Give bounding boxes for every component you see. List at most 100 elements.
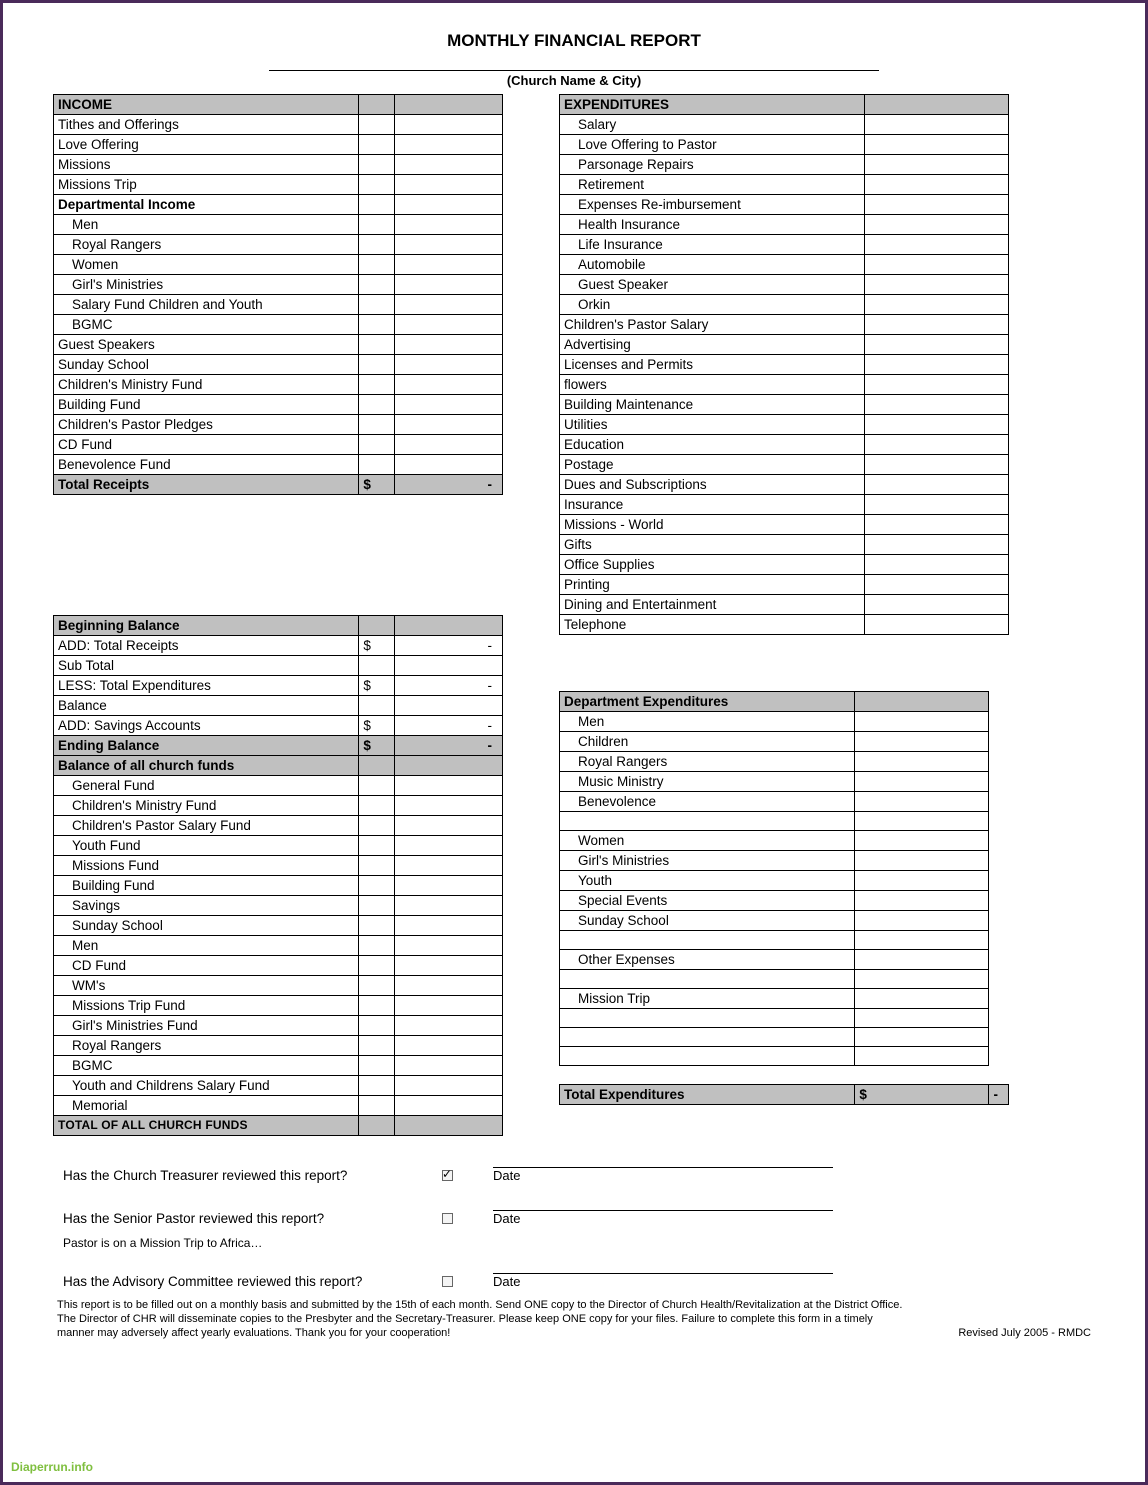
income-row-val[interactable]	[359, 295, 395, 315]
income-row-val2[interactable]	[395, 375, 503, 395]
exp-row-val[interactable]	[865, 395, 1009, 415]
exp-row-val[interactable]	[865, 455, 1009, 475]
income-row-val[interactable]	[359, 315, 395, 335]
exp-row-val[interactable]	[865, 215, 1009, 235]
dept-row-val[interactable]	[855, 1028, 989, 1047]
fund-row-val[interactable]	[359, 896, 395, 916]
exp-row-val[interactable]	[865, 535, 1009, 555]
income-row-val2[interactable]	[395, 435, 503, 455]
dept-row-val[interactable]	[855, 1047, 989, 1066]
fund-row-val[interactable]	[359, 1016, 395, 1036]
dept-row-val[interactable]	[855, 712, 989, 732]
fund-row-val2[interactable]	[395, 956, 503, 976]
fund-row-val[interactable]	[359, 796, 395, 816]
fund-row-val2[interactable]	[395, 836, 503, 856]
income-row-val[interactable]	[359, 135, 395, 155]
fund-row-val2[interactable]	[395, 876, 503, 896]
income-row-val[interactable]	[359, 415, 395, 435]
income-row-val2[interactable]	[395, 335, 503, 355]
fund-row-val2[interactable]	[395, 976, 503, 996]
dept-row-val[interactable]	[855, 772, 989, 792]
fund-row-val[interactable]	[359, 916, 395, 936]
income-row-val[interactable]	[359, 435, 395, 455]
income-row-val2[interactable]	[395, 115, 503, 135]
dept-row-val[interactable]	[855, 851, 989, 871]
exp-row-val[interactable]	[865, 575, 1009, 595]
income-row-val[interactable]	[359, 395, 395, 415]
fund-row-val2[interactable]	[395, 796, 503, 816]
income-row-val[interactable]	[359, 235, 395, 255]
dept-row-val[interactable]	[855, 752, 989, 772]
fund-row-val2[interactable]	[395, 1056, 503, 1076]
income-row-val[interactable]	[359, 215, 395, 235]
fund-row-val[interactable]	[359, 856, 395, 876]
fund-row-val[interactable]	[359, 876, 395, 896]
income-row-val[interactable]	[359, 175, 395, 195]
income-row-val2[interactable]	[395, 395, 503, 415]
exp-row-val[interactable]	[865, 135, 1009, 155]
income-row-val2[interactable]	[395, 175, 503, 195]
dept-row-val[interactable]	[855, 950, 989, 970]
exp-row-val[interactable]	[865, 595, 1009, 615]
income-row-val2[interactable]	[395, 315, 503, 335]
income-row-val[interactable]	[359, 455, 395, 475]
exp-row-val[interactable]	[865, 615, 1009, 635]
fund-row-val2[interactable]	[395, 936, 503, 956]
dept-row-val[interactable]	[855, 792, 989, 812]
exp-row-val[interactable]	[865, 175, 1009, 195]
fund-row-val2[interactable]	[395, 816, 503, 836]
exp-row-val[interactable]	[865, 275, 1009, 295]
exp-row-val[interactable]	[865, 195, 1009, 215]
fund-row-val[interactable]	[359, 1036, 395, 1056]
dept-row-val[interactable]	[855, 831, 989, 851]
dept-row-val[interactable]	[855, 911, 989, 931]
checkbox-treasurer[interactable]	[442, 1170, 453, 1181]
fund-row-val2[interactable]	[395, 1096, 503, 1116]
income-row-val[interactable]	[359, 275, 395, 295]
income-row-val2[interactable]	[395, 135, 503, 155]
fund-row-val2[interactable]	[395, 1036, 503, 1056]
fund-row-val[interactable]	[359, 976, 395, 996]
fund-row-val2[interactable]	[395, 1016, 503, 1036]
exp-row-val[interactable]	[865, 235, 1009, 255]
fund-row-val[interactable]	[359, 936, 395, 956]
exp-row-val[interactable]	[865, 295, 1009, 315]
income-row-val2[interactable]	[395, 215, 503, 235]
fund-row-val2[interactable]	[395, 776, 503, 796]
income-row-val[interactable]	[359, 115, 395, 135]
dept-row-val[interactable]	[855, 891, 989, 911]
exp-row-val[interactable]	[865, 415, 1009, 435]
exp-row-val[interactable]	[865, 375, 1009, 395]
fund-row-val[interactable]	[359, 1076, 395, 1096]
exp-row-val[interactable]	[865, 155, 1009, 175]
dept-row-val[interactable]	[855, 871, 989, 891]
income-row-val[interactable]	[359, 375, 395, 395]
fund-row-val2[interactable]	[395, 996, 503, 1016]
income-row-val[interactable]	[359, 335, 395, 355]
checkbox-advisory[interactable]	[442, 1276, 453, 1287]
dept-row-val[interactable]	[855, 732, 989, 752]
signature-line[interactable]	[493, 1256, 833, 1274]
income-row-val2[interactable]	[395, 195, 503, 215]
signature-line[interactable]	[493, 1150, 833, 1168]
dept-row-val[interactable]	[855, 931, 989, 950]
exp-row-val[interactable]	[865, 475, 1009, 495]
income-row-val2[interactable]	[395, 155, 503, 175]
exp-row-val[interactable]	[865, 435, 1009, 455]
exp-row-val[interactable]	[865, 355, 1009, 375]
fund-row-val[interactable]	[359, 816, 395, 836]
exp-row-val[interactable]	[865, 495, 1009, 515]
income-row-val[interactable]	[359, 355, 395, 375]
income-row-val[interactable]	[359, 195, 395, 215]
fund-row-val[interactable]	[359, 1096, 395, 1116]
income-row-val2[interactable]	[395, 275, 503, 295]
income-row-val2[interactable]	[395, 255, 503, 275]
fund-row-val2[interactable]	[395, 856, 503, 876]
fund-row-val2[interactable]	[395, 916, 503, 936]
dept-row-val[interactable]	[855, 970, 989, 989]
exp-row-val[interactable]	[865, 515, 1009, 535]
exp-row-val[interactable]	[865, 555, 1009, 575]
fund-row-val2[interactable]	[395, 1076, 503, 1096]
signature-line[interactable]	[493, 1193, 833, 1211]
income-row-val[interactable]	[359, 155, 395, 175]
